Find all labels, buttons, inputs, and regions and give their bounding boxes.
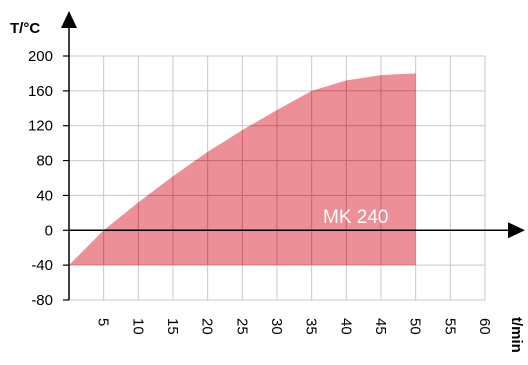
y-tick-label: 160	[28, 83, 53, 100]
y-tick-label: 200	[28, 48, 53, 65]
x-tick-label: 25	[233, 318, 250, 335]
x-tick-labels: 5 10 15 20 25 30 35 40 45 50 55 60	[95, 318, 493, 335]
y-tick-label: 40	[36, 187, 53, 204]
x-tick-label: 5	[95, 318, 112, 326]
x-tick-label: 35	[303, 318, 320, 335]
x-tick-label: 60	[476, 318, 493, 335]
y-tick-label: -40	[31, 257, 53, 274]
y-tick-label: 120	[28, 118, 53, 135]
axes	[61, 11, 525, 301]
y-tick-label: 0	[45, 222, 53, 239]
series-label: MK 240	[323, 207, 388, 228]
y-axis-arrow	[61, 11, 77, 28]
x-axis-arrow	[508, 222, 525, 239]
x-tick-label: 20	[199, 318, 216, 335]
y-axis-title: T/°C	[10, 20, 40, 37]
y-tick-labels: 200 160 120 80 40 0 -40 -80	[28, 48, 53, 309]
x-tick-label: 45	[372, 318, 389, 335]
x-tick-label: 50	[407, 318, 424, 335]
x-tick-label: 30	[268, 318, 285, 335]
x-tick-label: 10	[129, 318, 146, 335]
y-tick-label: 80	[36, 153, 53, 170]
x-tick-label: 40	[337, 318, 354, 335]
x-axis-title: t/min	[508, 317, 525, 353]
x-tick-label: 15	[164, 318, 181, 335]
y-tick-label: -80	[31, 292, 53, 309]
x-tick-label: 55	[441, 318, 458, 335]
